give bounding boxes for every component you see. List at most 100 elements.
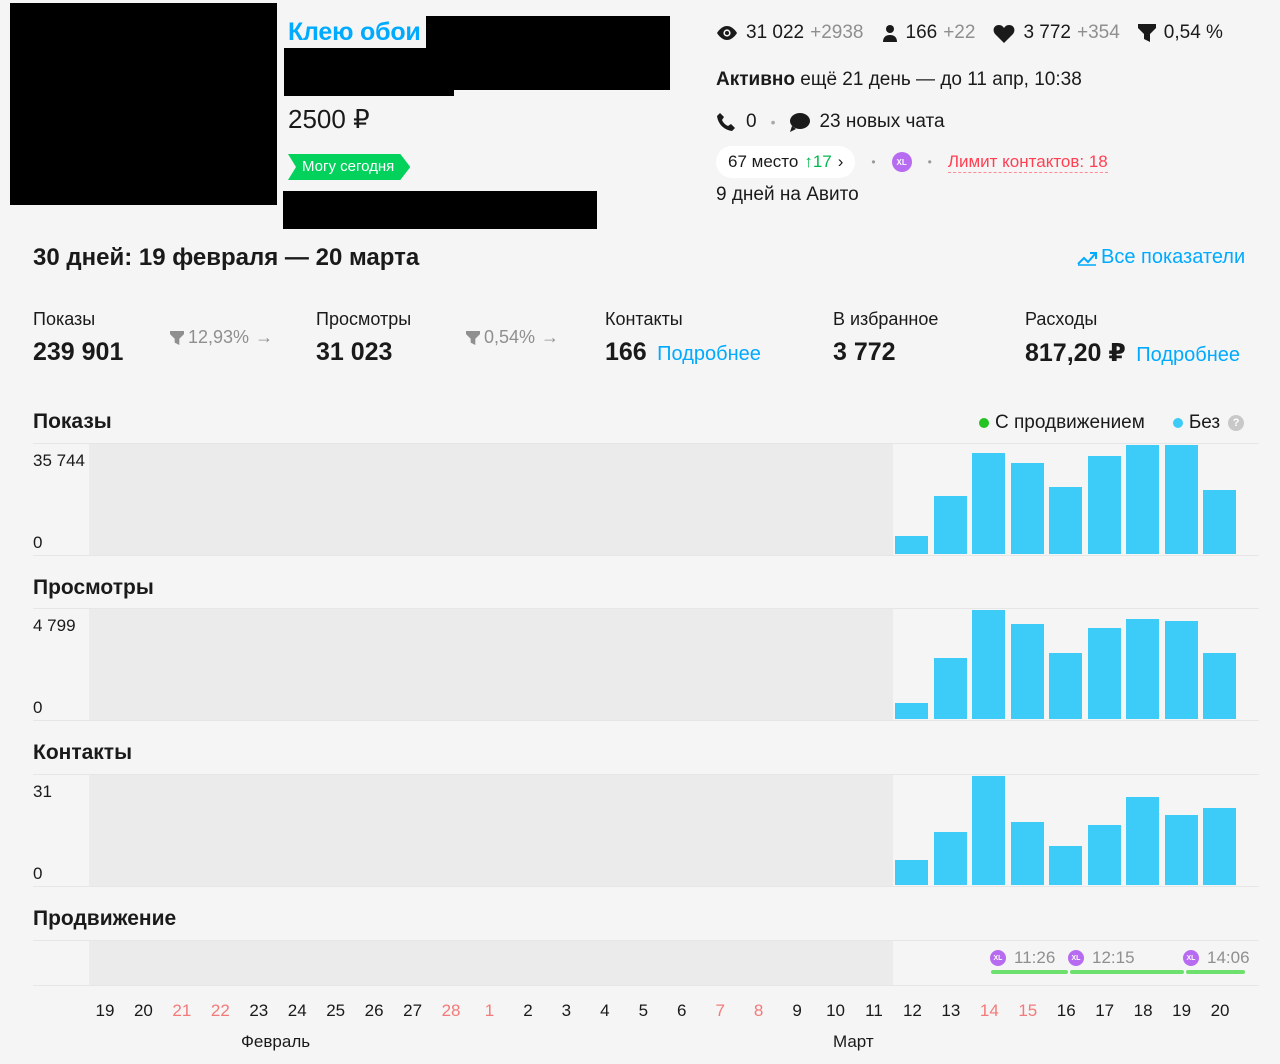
x-tick-label: 27 (403, 1001, 423, 1020)
separator-dot: • (770, 114, 776, 130)
chart-bar[interactable] (1164, 621, 1198, 719)
chart-bar[interactable] (933, 496, 967, 554)
chart-bar[interactable] (1010, 624, 1044, 719)
listing-price: 2500 ₽ (288, 104, 370, 134)
chart-past-period (89, 609, 893, 720)
y-min-label: 0 (33, 864, 43, 883)
x-tick-label: 20 (1210, 1001, 1230, 1020)
without-dot-icon (1172, 418, 1183, 428)
metric-views: Просмотры 31 023 (316, 309, 411, 367)
promotion-item[interactable]: XL 14:06 (1183, 948, 1250, 968)
chart-bar[interactable] (1126, 797, 1160, 885)
chart-bar[interactable] (972, 610, 1006, 719)
x-tick-label: 23 (249, 1001, 269, 1020)
contacts-limit-link[interactable]: Лимит контактов: 18 (947, 151, 1108, 173)
y-max-label: 4 799 (33, 616, 76, 635)
metric-contacts: Контакты 166 Подробнее (605, 309, 761, 367)
x-tick-label: 14 (979, 1001, 999, 1020)
chart-bar[interactable] (1164, 445, 1198, 554)
x-tick-label: 16 (1056, 1001, 1076, 1020)
metric-value: 3 772 (833, 338, 896, 366)
contacts-details-link[interactable]: Подробнее (657, 343, 761, 365)
chart-bar[interactable] (1049, 487, 1083, 554)
chart-bar[interactable] (1087, 456, 1121, 554)
active-until: ещё 21 день — до 11 апр, 10:38 (794, 69, 1082, 90)
place-up: ↑17 (804, 152, 832, 171)
chart-bar[interactable] (1203, 653, 1237, 719)
can-today-badge: Могу сегодня (288, 154, 410, 180)
place-value: 67 место (728, 152, 799, 171)
heart-icon (994, 24, 1015, 43)
x-tick-label: 24 (287, 1001, 307, 1020)
chart-bar[interactable] (1049, 653, 1083, 719)
x-tick-label: 19 (95, 1001, 115, 1020)
x-tick-label: 2 (523, 1001, 533, 1020)
promotion-item[interactable]: XL 11:26 (990, 948, 1055, 968)
chart-past-period (89, 941, 893, 985)
chart-bar[interactable] (1049, 846, 1083, 885)
x-tick-label: 19 (1172, 1001, 1192, 1020)
chart-bar[interactable] (972, 453, 1006, 554)
metric-label: Расходы (1025, 309, 1098, 329)
x-tick-label: 4 (600, 1001, 610, 1020)
x-tick-label: 13 (941, 1001, 961, 1020)
chart-bar[interactable] (1087, 628, 1121, 719)
arrow-right-icon: → (541, 327, 560, 347)
favorites-value: 3 772 (1023, 22, 1071, 43)
month-label-march: Март (833, 1032, 874, 1051)
metric-value: 31 023 (316, 338, 393, 366)
phone-icon (717, 113, 735, 131)
x-tick-label: 22 (210, 1001, 230, 1020)
y-max-label: 31 (33, 782, 52, 801)
promotion-item[interactable]: XL 12:15 (1068, 948, 1135, 968)
redacted-subtitle (284, 48, 454, 96)
place-pill[interactable]: 67 место ↑17 › (716, 146, 856, 178)
chart-views: 4 799 0 (33, 608, 1259, 721)
contacts-stat: 166 +22 (882, 22, 976, 44)
chart-bar[interactable] (1010, 822, 1044, 885)
x-tick-label: 11 (865, 1001, 883, 1020)
funnel-icon (466, 330, 480, 345)
redacted-title-extra (426, 16, 670, 90)
chat-icon (790, 113, 811, 132)
metric-label: Просмотры (316, 309, 412, 329)
new-chats[interactable]: 23 новых чата (819, 111, 945, 132)
legend-without: Без (1188, 412, 1221, 433)
chevron-right-icon: › (837, 152, 844, 171)
chart-bar[interactable] (895, 703, 929, 719)
calls-count: 0 (746, 111, 757, 132)
all-metrics-link[interactable]: Все показатели (1077, 246, 1245, 269)
promotion-bar (1070, 970, 1184, 974)
chart-bar[interactable] (1203, 808, 1237, 885)
listing-title[interactable]: Клею обои (288, 18, 421, 46)
chart-bar[interactable] (895, 536, 929, 554)
chart-bar[interactable] (933, 658, 967, 719)
favorites-delta: +354 (1076, 22, 1120, 43)
expenses-details-link[interactable]: Подробнее (1136, 344, 1240, 366)
chart-bar[interactable] (1126, 445, 1160, 554)
chart-bar[interactable] (1126, 619, 1160, 719)
chart-bar[interactable] (972, 776, 1006, 885)
x-tick-label: 8 (753, 1001, 764, 1020)
y-max-label: 35 744 (33, 451, 85, 470)
all-metrics-label: Все показатели (1101, 246, 1246, 268)
chart-bar[interactable] (1087, 825, 1121, 885)
chart-bar[interactable] (1164, 815, 1198, 885)
x-tick-label: 3 (561, 1001, 572, 1020)
contacts-delta: +22 (943, 22, 976, 43)
period-title: 30 дней: 19 февраля — 20 марта (33, 244, 420, 271)
views-stat: 31 022 +2938 (716, 22, 864, 44)
xl-badge-icon: XL (990, 950, 1006, 966)
metric-value: 166 (605, 338, 647, 366)
views-delta: +2938 (810, 22, 864, 43)
arrow-right-icon: → (255, 327, 274, 347)
chart-bar[interactable] (895, 860, 929, 885)
promotion-time: 14:06 (1207, 948, 1250, 967)
chart-bar[interactable] (933, 832, 967, 885)
chart-bar[interactable] (1010, 463, 1044, 554)
funnel-icon (1137, 24, 1156, 42)
active-label: Активно (716, 69, 795, 90)
x-tick-label: 10 (826, 1001, 845, 1020)
chart-bar[interactable] (1203, 490, 1237, 554)
help-icon[interactable]: ? (1228, 415, 1245, 431)
